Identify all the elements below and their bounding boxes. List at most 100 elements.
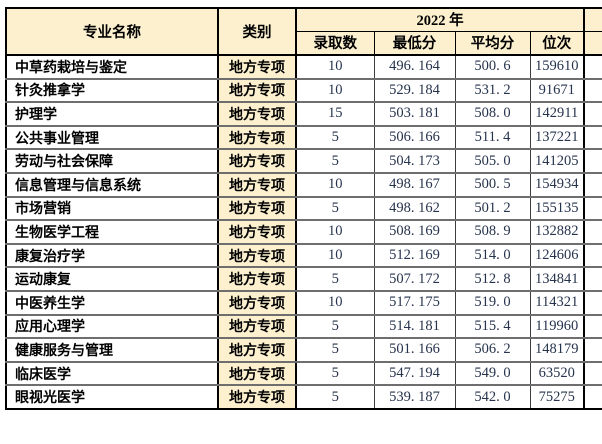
- cell-avg-score: 511. 4: [454, 124, 531, 151]
- cell-min-score: 512. 169: [373, 242, 456, 269]
- cell-min-score: 529. 184: [373, 77, 456, 104]
- cell-major-name: 中草药栽培与鉴定: [5, 54, 219, 80]
- header-min-score: 最低分: [373, 30, 456, 56]
- admissions-score-table: 专业名称 类别 2022 年 录取数 最低分 平均分 位次 中草药栽培与鉴定 地…: [5, 7, 602, 410]
- cell-next-column-partial: [583, 101, 602, 127]
- cell-min-score: 498. 167: [373, 171, 456, 198]
- header-category: 类别: [217, 7, 297, 56]
- cell-category: 地方专项: [217, 289, 297, 316]
- cell-avg-score: 519. 0: [454, 289, 531, 316]
- cell-avg-score: 500. 5: [454, 171, 531, 198]
- cell-next-column-partial: [583, 289, 602, 316]
- cell-category: 地方专项: [217, 171, 297, 198]
- cell-next-column-partial: [583, 384, 602, 410]
- cell-rank: 154934: [529, 171, 585, 198]
- cell-admit-count: 5: [295, 313, 375, 340]
- cell-major-name: 公共事业管理: [5, 124, 219, 151]
- cell-rank: 142911: [529, 101, 585, 127]
- cell-admit-count: 5: [295, 384, 375, 410]
- cell-major-name: 运动康复: [5, 266, 219, 292]
- cell-category: 地方专项: [217, 384, 297, 410]
- header-next-year-partial: [583, 7, 602, 32]
- header-admit-count: 录取数: [295, 30, 375, 56]
- cell-admit-count: 5: [295, 360, 375, 387]
- cell-rank: 141205: [529, 148, 585, 174]
- cell-avg-score: 514. 0: [454, 242, 531, 269]
- cell-admit-count: 5: [295, 195, 375, 222]
- cell-avg-score: 508. 9: [454, 219, 531, 245]
- cell-next-column-partial: [583, 266, 602, 292]
- table-row: 临床医学 地方专项 5 547. 194 549. 0 63520: [5, 360, 602, 387]
- cell-rank: 155135: [529, 195, 585, 222]
- cell-avg-score: 508. 0: [454, 101, 531, 127]
- table-row: 公共事业管理 地方专项 5 506. 166 511. 4 137221: [5, 124, 602, 151]
- header-year-row: 专业名称 类别 2022 年: [5, 7, 602, 56]
- cell-avg-score: 505. 0: [454, 148, 531, 174]
- cell-min-score: 506. 166: [373, 124, 456, 151]
- cell-admit-count: 10: [295, 171, 375, 198]
- cell-next-column-partial: [583, 148, 602, 174]
- cell-next-column-partial: [583, 195, 602, 222]
- table-row: 健康服务与管理 地方专项 5 501. 166 506. 2 148179: [5, 337, 602, 363]
- cell-admit-count: 10: [295, 289, 375, 316]
- table-row: 应用心理学 地方专项 5 514. 181 515. 4 119960: [5, 313, 602, 340]
- cell-min-score: 539. 187: [373, 384, 456, 410]
- cell-next-column-partial: [583, 360, 602, 387]
- table-row: 运动康复 地方专项 5 507. 172 512. 8 134841: [5, 266, 602, 292]
- cell-min-score: 503. 181: [373, 101, 456, 127]
- table-row: 劳动与社会保障 地方专项 5 504. 173 505. 0 141205: [5, 148, 602, 174]
- table-header: 专业名称 类别 2022 年 录取数 最低分 平均分 位次: [5, 7, 602, 56]
- cell-admit-count: 10: [295, 54, 375, 80]
- table-row: 眼视光医学 地方专项 5 539. 187 542. 0 75275: [5, 384, 602, 410]
- cell-rank: 134841: [529, 266, 585, 292]
- cell-rank: 91671: [529, 77, 585, 104]
- cell-avg-score: 549. 0: [454, 360, 531, 387]
- cell-min-score: 501. 166: [373, 337, 456, 363]
- cell-category: 地方专项: [217, 313, 297, 340]
- header-avg-score: 平均分: [454, 30, 531, 56]
- cell-category: 地方专项: [217, 54, 297, 80]
- cell-avg-score: 542. 0: [454, 384, 531, 410]
- cell-next-column-partial: [583, 54, 602, 80]
- cell-rank: 132882: [529, 219, 585, 245]
- header-major: 专业名称: [5, 7, 219, 56]
- cell-next-column-partial: [583, 337, 602, 363]
- cell-major-name: 信息管理与信息系统: [5, 171, 219, 198]
- cell-admit-count: 15: [295, 101, 375, 127]
- cell-category: 地方专项: [217, 360, 297, 387]
- header-rank: 位次: [529, 30, 585, 56]
- cell-major-name: 应用心理学: [5, 313, 219, 340]
- table-row: 生物医学工程 地方专项 10 508. 169 508. 9 132882: [5, 219, 602, 245]
- cell-avg-score: 506. 2: [454, 337, 531, 363]
- cell-avg-score: 500. 6: [454, 54, 531, 80]
- table-row: 中医养生学 地方专项 10 517. 175 519. 0 114321: [5, 289, 602, 316]
- cell-admit-count: 5: [295, 266, 375, 292]
- cell-major-name: 劳动与社会保障: [5, 148, 219, 174]
- cell-major-name: 针灸推拿学: [5, 77, 219, 104]
- cell-major-name: 健康服务与管理: [5, 337, 219, 363]
- cell-next-column-partial: [583, 313, 602, 340]
- cell-category: 地方专项: [217, 195, 297, 222]
- admissions-table-container: 专业名称 类别 2022 年 录取数 最低分 平均分 位次 中草药栽培与鉴定 地…: [5, 7, 602, 439]
- cell-next-column-partial: [583, 171, 602, 198]
- table-row: 护理学 地方专项 15 503. 181 508. 0 142911: [5, 101, 602, 127]
- header-sub-row: 录取数 最低分 平均分 位次: [6, 30, 602, 56]
- cell-rank: 137221: [529, 124, 585, 151]
- cell-admit-count: 5: [295, 148, 375, 174]
- cell-rank: 148179: [529, 337, 585, 363]
- cell-rank: 119960: [529, 313, 585, 340]
- cell-min-score: 517. 175: [373, 289, 456, 316]
- cell-major-name: 临床医学: [5, 360, 219, 387]
- cell-admit-count: 5: [295, 124, 375, 151]
- table-row: 针灸推拿学 地方专项 10 529. 184 531. 2 91671: [5, 77, 602, 104]
- cell-avg-score: 512. 8: [454, 266, 531, 292]
- table-row: 信息管理与信息系统 地方专项 10 498. 167 500. 5 154934: [5, 171, 602, 198]
- cell-category: 地方专项: [217, 101, 297, 127]
- cell-category: 地方专项: [217, 148, 297, 174]
- cell-min-score: 498. 162: [373, 195, 456, 222]
- cell-admit-count: 10: [295, 242, 375, 269]
- cell-avg-score: 501. 2: [454, 195, 531, 222]
- cell-admit-count: 10: [295, 219, 375, 245]
- cell-min-score: 507. 172: [373, 266, 456, 292]
